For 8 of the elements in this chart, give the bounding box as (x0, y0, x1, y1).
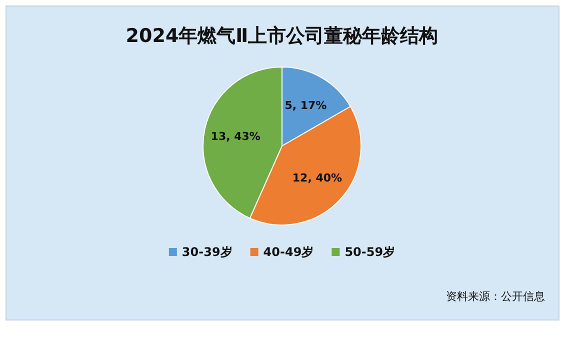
legend-label: 40-49岁 (263, 245, 314, 259)
data-label: 5, 17% (284, 98, 327, 112)
text: 资料来源：公开信息 (446, 290, 545, 303)
data-label: 12, 40% (292, 172, 342, 185)
legend-label: 30-39岁 (182, 245, 232, 259)
data-label: 13, 43% (210, 130, 260, 143)
chart-title: 2024年燃气Ⅱ上市公司董秘年龄结构 (126, 25, 438, 47)
legend-label: 50-59岁 (344, 245, 396, 259)
